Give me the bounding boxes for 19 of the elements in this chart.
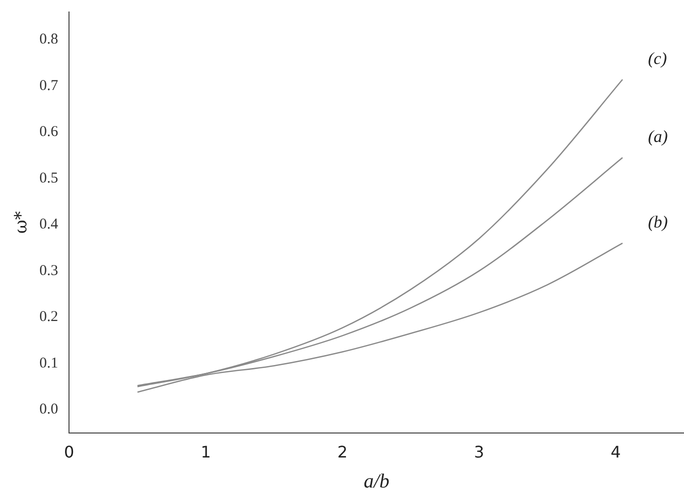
y-tick-label: 0.4 — [39, 216, 59, 233]
series-label: (a) — [648, 127, 668, 146]
y-tick-label: 0.6 — [39, 124, 59, 140]
series-label: (b) — [648, 212, 668, 232]
x-axis-title: a/b — [364, 470, 390, 492]
y-tick-label: 0.0 — [39, 402, 58, 418]
y-tick-label: 0.2 — [39, 309, 58, 326]
series-label: (c) — [648, 48, 668, 68]
x-tick-label: 1 — [200, 442, 211, 462]
x-tick-label: 0 — [64, 442, 74, 462]
y-tick-label: 0.3 — [39, 262, 58, 279]
y-tick-label: 0.5 — [39, 170, 58, 186]
x-tick-label: 4 — [610, 442, 621, 462]
y-tick-label: 0.1 — [39, 355, 58, 372]
y-tick-label: 0.8 — [39, 32, 58, 48]
x-tick-label: 3 — [474, 442, 484, 462]
y-axis-title: ω* — [12, 210, 32, 234]
y-tick-label: 0.7 — [39, 78, 59, 94]
x-tick-label: 2 — [337, 442, 348, 462]
